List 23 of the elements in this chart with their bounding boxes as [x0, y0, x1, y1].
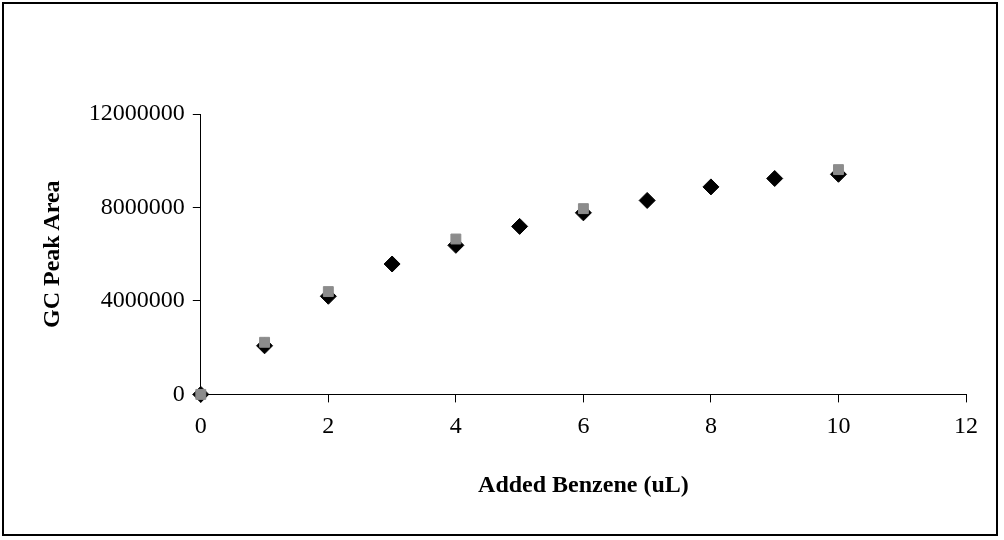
y-tick-label: 12000000	[88, 99, 185, 126]
x-tick-label: 8	[704, 412, 717, 439]
x-tick-label: 6	[577, 412, 590, 439]
x-tick-label: 10	[826, 412, 851, 439]
point	[833, 164, 844, 176]
x-tick-label: 0	[194, 412, 207, 439]
x-axis-title: Added Benzene (uL)	[478, 470, 689, 497]
point	[383, 255, 401, 273]
x-tick-label: 4	[449, 412, 462, 439]
y-tick-label: 0	[172, 379, 185, 406]
point	[766, 169, 784, 187]
x-tick-label: 12	[954, 412, 978, 439]
point	[259, 336, 271, 348]
x-tick-label: 2	[322, 412, 335, 439]
point	[577, 203, 589, 215]
point	[322, 286, 334, 298]
point	[638, 191, 656, 209]
y-axis-title: GC Peak Area	[37, 180, 64, 328]
point	[702, 178, 720, 196]
y-tick-label: 4000000	[100, 286, 185, 313]
y-tick-label: 8000000	[100, 192, 185, 219]
point	[511, 217, 529, 235]
point	[450, 233, 462, 245]
